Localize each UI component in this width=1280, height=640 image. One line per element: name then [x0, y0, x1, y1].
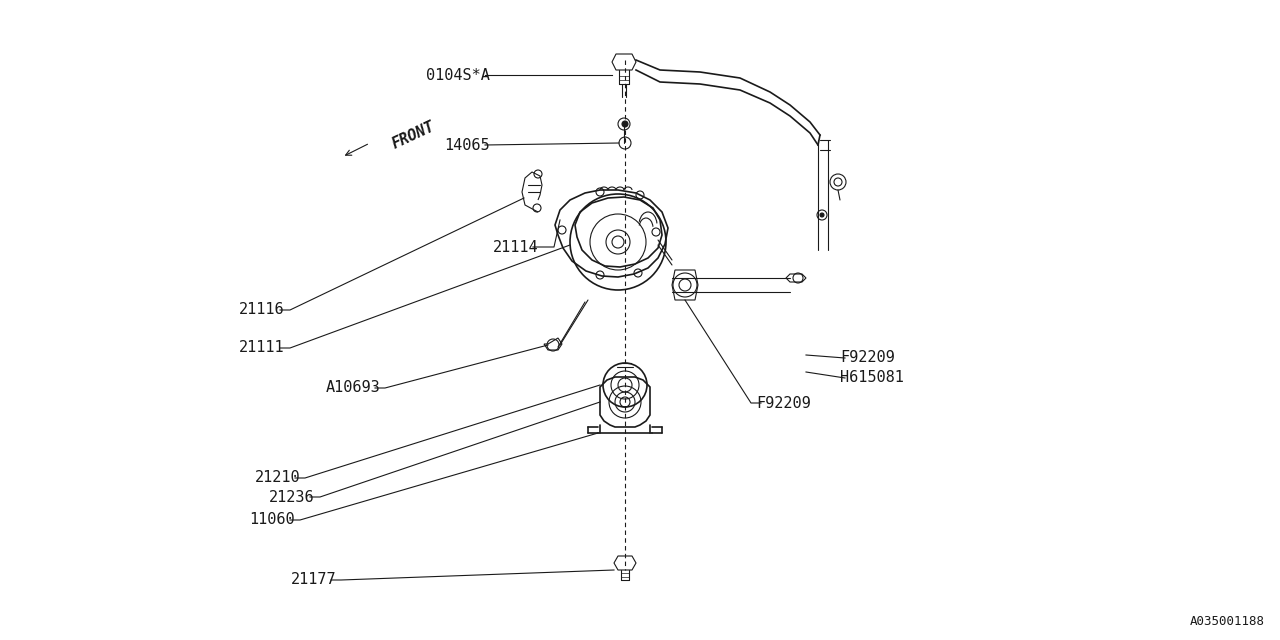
Text: 0104S*A: 0104S*A [426, 67, 490, 83]
Text: 21111: 21111 [239, 340, 285, 355]
Text: F92209: F92209 [840, 351, 895, 365]
Text: 21114: 21114 [493, 239, 538, 255]
Text: 11060: 11060 [250, 513, 294, 527]
Text: 21236: 21236 [269, 490, 315, 504]
Circle shape [820, 213, 824, 217]
Text: F92209: F92209 [756, 396, 810, 410]
Text: 21177: 21177 [291, 573, 335, 588]
Text: 21210: 21210 [255, 470, 300, 486]
Text: H615081: H615081 [840, 371, 904, 385]
Text: A035001188: A035001188 [1190, 615, 1265, 628]
Circle shape [622, 121, 628, 127]
Text: 21116: 21116 [239, 303, 285, 317]
Text: A10693: A10693 [325, 381, 380, 396]
Text: 14065: 14065 [444, 138, 490, 152]
Text: FRONT: FRONT [390, 118, 438, 152]
